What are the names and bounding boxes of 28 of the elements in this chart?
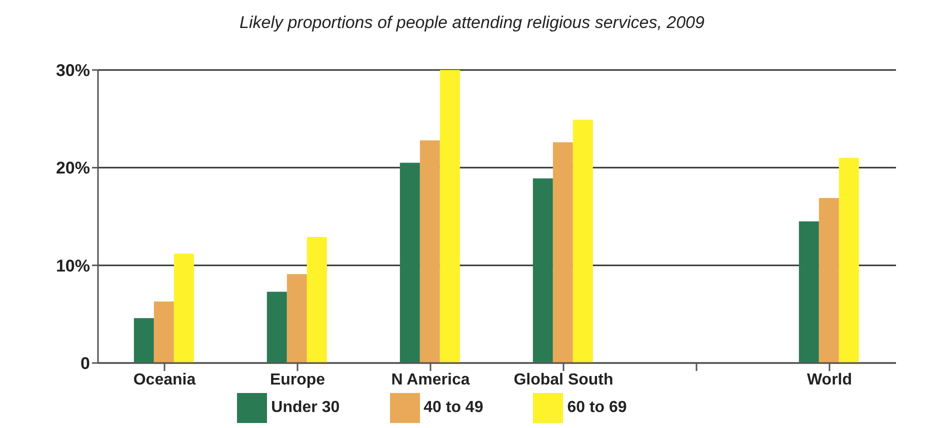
x-tick-label: World [806, 371, 852, 388]
x-tick-label: Oceania [133, 371, 196, 388]
chart-title: Likely proportions of people attending religious services, 2009 [238, 12, 706, 34]
bar [286, 274, 307, 363]
legend-label: 60 to 69 [567, 399, 627, 416]
bar [306, 237, 327, 363]
bar [154, 301, 174, 363]
bar [174, 254, 194, 363]
bar [532, 178, 553, 363]
bar [420, 140, 440, 363]
legend-label: Under 30 [271, 399, 340, 416]
bar [134, 318, 154, 363]
y-tick-label: 0 [80, 354, 90, 374]
y-tick-label: 10% [56, 256, 90, 276]
bar [818, 198, 839, 363]
y-tick-label: 20% [56, 158, 90, 178]
bar [266, 292, 287, 363]
x-tick-label: Europe [270, 371, 326, 388]
bar [572, 120, 593, 363]
x-tick-label: Global South [514, 371, 614, 388]
bar [798, 221, 819, 363]
y-tick-label: 30% [56, 61, 90, 80]
x-tick-label: N America [391, 371, 470, 388]
bar [838, 158, 859, 363]
bar [400, 162, 420, 363]
bar [440, 70, 460, 363]
bar [552, 142, 573, 363]
legend-label: 40 to 49 [424, 399, 484, 416]
